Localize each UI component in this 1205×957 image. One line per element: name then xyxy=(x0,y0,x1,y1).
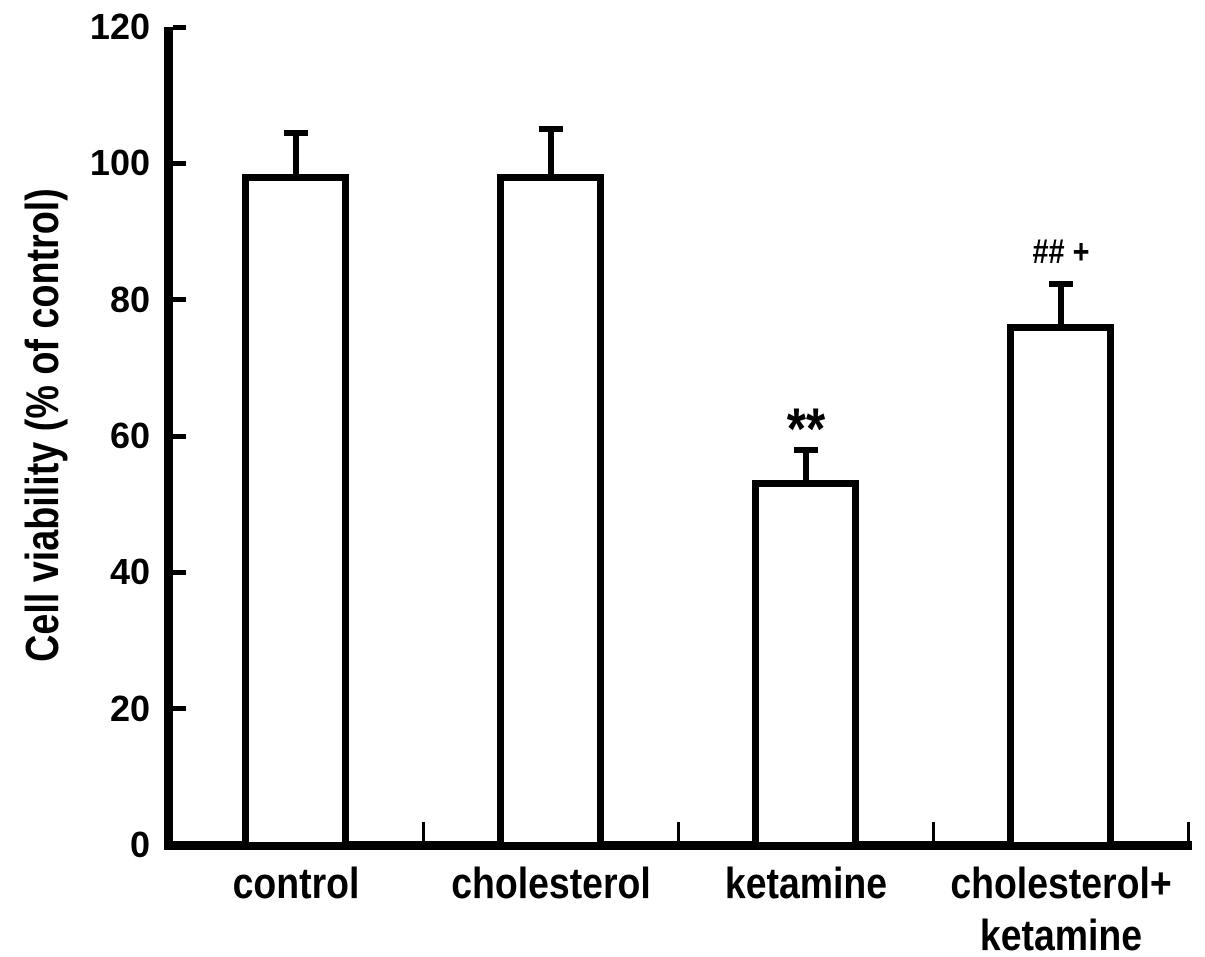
x-label-control: control xyxy=(232,859,359,908)
error-bar-cap-cholesterol xyxy=(538,126,563,133)
x-tick xyxy=(931,822,935,841)
y-axis-line xyxy=(164,27,173,850)
y-tick-label: 40 xyxy=(109,551,150,593)
error-bar-stem-control xyxy=(292,132,299,174)
x-tick xyxy=(1186,822,1190,841)
annotation-cholesterol-ketamine: ## + xyxy=(1031,232,1090,271)
y-tick xyxy=(173,24,186,30)
bar-cholesterol-ketamine xyxy=(1007,323,1114,849)
y-tick xyxy=(173,433,186,439)
y-tick-label: 0 xyxy=(129,824,150,865)
y-tick xyxy=(173,569,186,575)
y-tick-label: 80 xyxy=(109,278,150,320)
error-bar-cap-ketamine xyxy=(793,446,818,453)
error-bar-stem-ketamine xyxy=(802,449,809,481)
bar-cholesterol xyxy=(497,173,604,849)
y-tick-label: 100 xyxy=(89,142,150,184)
x-tick xyxy=(421,822,425,841)
x-label-cholesterol-ketamine: cholesterol+ ketamine xyxy=(949,859,1172,957)
y-tick xyxy=(173,297,186,303)
x-label-ketamine: ketamine xyxy=(724,859,887,908)
error-bar-cap-control xyxy=(283,129,308,136)
y-tick xyxy=(173,706,186,712)
bar-ketamine xyxy=(752,480,859,849)
annotation-ketamine: ** xyxy=(786,396,825,462)
y-tick-label: 20 xyxy=(109,687,150,729)
x-tick xyxy=(676,822,680,841)
x-label-cholesterol: cholesterol xyxy=(450,859,651,908)
y-tick xyxy=(173,160,186,166)
x-axis-line xyxy=(164,841,1192,850)
error-bar-stem-cholesterol xyxy=(547,129,554,174)
error-bar-stem-cholesterol-ketamine xyxy=(1057,283,1064,324)
error-bar-cap-cholesterol-ketamine xyxy=(1048,280,1073,287)
y-tick-label: 120 xyxy=(89,6,150,47)
y-tick-label: 60 xyxy=(109,415,150,456)
bar-control xyxy=(242,173,349,849)
